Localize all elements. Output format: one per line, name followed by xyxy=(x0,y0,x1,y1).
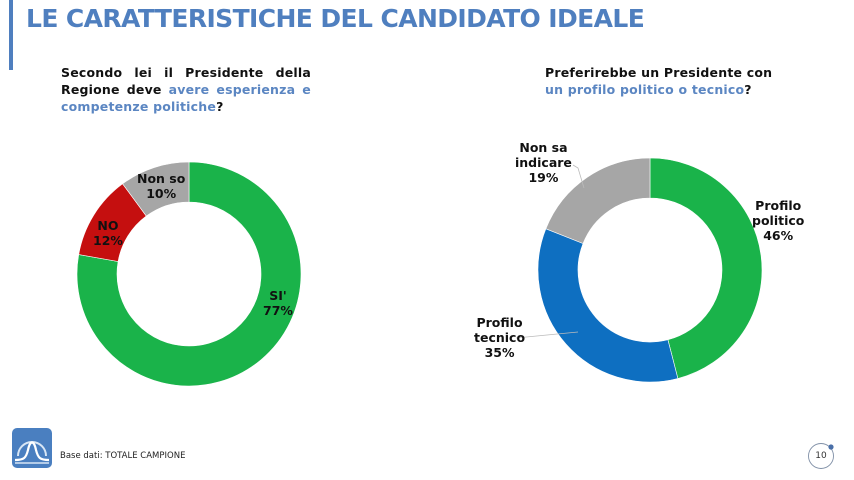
slice-label-profilo-tecnico-line2: tecnico xyxy=(474,330,526,345)
slice-label-si-name: SI' xyxy=(269,288,287,303)
leader-line-tecnico xyxy=(515,331,579,339)
slice-label-non-sa-indicare-line2: indicare xyxy=(515,155,572,170)
donut-chart-left xyxy=(76,161,302,387)
left-question-mark: ? xyxy=(216,99,224,114)
slice-label-profilo-tecnico: Profilo tecnico 35% xyxy=(474,315,525,360)
slice-label-profilo-politico: Profilo politico 46% xyxy=(752,198,804,243)
page-number-badge: 10 xyxy=(806,441,836,471)
page-title: LE CARATTERISTICHE DEL CANDIDATO IDEALE xyxy=(26,4,645,33)
slice-label-profilo-politico-line1: Profilo xyxy=(755,198,802,213)
slice-label-no: NO 12% xyxy=(93,218,123,248)
donut-slice-non-sa-indicare xyxy=(545,157,651,244)
left-question-highlight: avere esperienza e competenze politiche xyxy=(61,82,311,114)
left-question-text: Secondo lei il Presidente della Regione … xyxy=(61,65,311,97)
donut-slice-non-so xyxy=(122,161,190,217)
slice-label-non-sa-indicare-value: 19% xyxy=(528,170,559,185)
slice-label-profilo-politico-line2: politico xyxy=(752,213,805,228)
slice-label-non-so-name: Non so xyxy=(137,171,186,186)
page-number-ring-icon xyxy=(808,443,834,469)
footer-base-text: Base dati: TOTALE CAMPIONE xyxy=(60,451,186,461)
slice-label-no-name: NO xyxy=(97,218,119,233)
leader-line-non-sa-indicare xyxy=(572,164,585,189)
slice-label-profilo-politico-value: 46% xyxy=(763,228,794,243)
donut-chart-right xyxy=(537,157,763,383)
slice-label-profilo-tecnico-line1: Profilo xyxy=(476,315,523,330)
left-question: Secondo lei il Presidente della Regione … xyxy=(61,64,311,115)
right-question: Preferirebbe un Presidente con un profil… xyxy=(545,64,775,98)
right-question-text: Preferirebbe un Presidente con xyxy=(545,65,773,80)
title-accent-bar xyxy=(9,0,13,70)
bell-curve-logo-icon xyxy=(12,428,52,468)
slice-label-profilo-tecnico-value: 35% xyxy=(484,345,515,360)
slice-label-si-value: 77% xyxy=(263,303,293,318)
page-number: 10 xyxy=(815,451,827,461)
slice-label-non-so-value: 10% xyxy=(146,186,177,201)
slice-label-no-value: 12% xyxy=(93,233,123,248)
slice-label-si: SI' 77% xyxy=(263,288,293,318)
donut-slice-profilo-politico xyxy=(649,157,763,379)
slice-label-non-so: Non so 10% xyxy=(137,171,185,201)
slice-label-non-sa-indicare: Non sa indicare 19% xyxy=(515,140,572,185)
slice-label-non-sa-indicare-line1: Non sa xyxy=(519,140,568,155)
right-question-mark: ? xyxy=(744,82,752,97)
donut-slice-profilo-tecnico xyxy=(537,228,679,383)
right-question-highlight: un profilo politico o tecnico xyxy=(545,82,745,97)
donut-slice-si xyxy=(76,161,302,387)
